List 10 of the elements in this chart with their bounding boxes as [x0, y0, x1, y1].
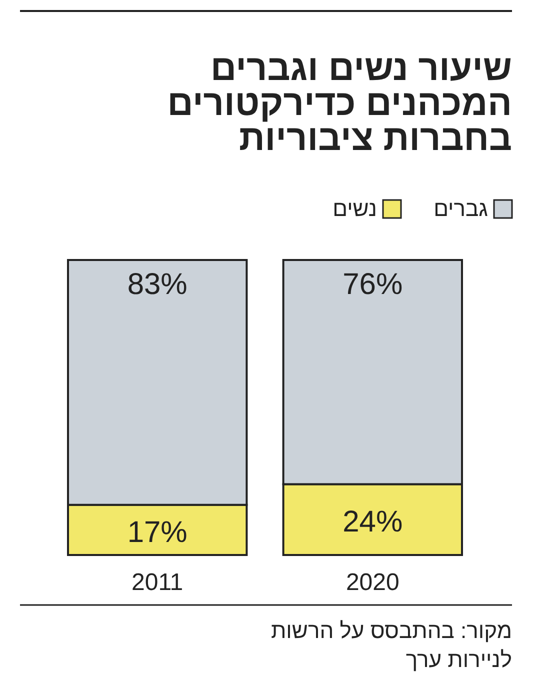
- chart-title: שיעור נשים וגברים המכהנים כדירקטורים בחברות ציבוריות: [167, 47, 512, 158]
- x-tick-label: 2011: [132, 569, 184, 596]
- legend-label: נשים: [332, 196, 377, 221]
- legend-label: גברים: [434, 196, 488, 221]
- text: מקור: בהתבסס על הרשות לניירות ערך: [270, 618, 512, 672]
- data-label: 76%: [342, 268, 403, 301]
- data-label: 17%: [127, 516, 188, 549]
- data-label: 83%: [127, 268, 188, 301]
- data-label: 24%: [342, 506, 403, 539]
- x-tick-label: 2020: [346, 569, 400, 596]
